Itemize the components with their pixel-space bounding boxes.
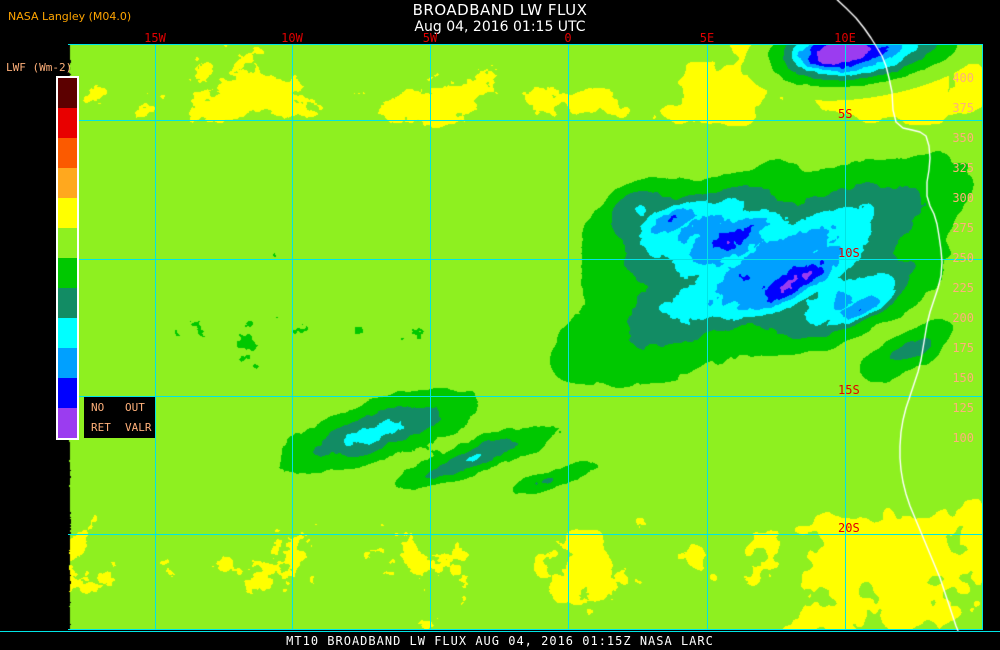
no-retrieval-legend: NO OUT RET VALR [84, 397, 155, 438]
footer-status-bar: MT10 BROADBAND LW FLUX AUG 04, 2016 01:1… [0, 634, 1000, 648]
colorbar-tick-250: 250 [952, 251, 974, 265]
colorbar-tick-200: 200 [952, 311, 974, 325]
ret-label: RET [91, 421, 111, 434]
colorbar-band-10 [58, 378, 77, 408]
lat-label-15S: 15S [838, 383, 860, 397]
lat-label-5S: 5S [838, 107, 852, 121]
colorbar-tick-275: 275 [952, 221, 974, 235]
colorbar-band-6 [58, 258, 77, 288]
colorbar-band-2 [58, 138, 77, 168]
valr-label: VALR [125, 421, 152, 434]
gridline-lon-0 [568, 44, 569, 630]
gridline-lon-5W [430, 44, 431, 630]
map-panel[interactable] [68, 44, 983, 630]
colorbar-band-0 [58, 78, 77, 108]
lon-label-0: 0 [564, 31, 571, 45]
lon-label-5W: 5W [423, 31, 437, 45]
colorbar-tick-125: 125 [952, 401, 974, 415]
page-title: BROADBAND LW FLUX [0, 1, 1000, 19]
gridline-lon-5E [707, 44, 708, 630]
colorbar-band-7 [58, 288, 77, 318]
lon-label-10E: 10E [834, 31, 856, 45]
colorbar-tick-300: 300 [952, 191, 974, 205]
colorbar-tick-225: 225 [952, 281, 974, 295]
colorbar-band-4 [58, 198, 77, 228]
gridline-lon-10W [292, 44, 293, 630]
colorbar-tick-100: 100 [952, 431, 974, 445]
satellite-image-viewer: NASA Langley (M04.0) BROADBAND LW FLUX A… [0, 0, 1000, 650]
out-label: OUT [125, 401, 145, 414]
colorbar-tick-375: 375 [952, 101, 974, 115]
lat-label-10S: 10S [838, 246, 860, 260]
lon-label-10W: 10W [281, 31, 303, 45]
lon-label-15W: 15W [144, 31, 166, 45]
colorbar-tick-325: 325 [952, 161, 974, 175]
colorbar-band-1 [58, 108, 77, 138]
lon-label-5E: 5E [700, 31, 714, 45]
colorbar-title: LWF (Wm-2) [6, 61, 72, 74]
map-border-right [982, 44, 983, 630]
colorbar-tick-400: 400 [952, 71, 974, 85]
gridline-lon-15W [155, 44, 156, 630]
colorbar-tick-150: 150 [952, 371, 974, 385]
gridline-lon-10E [845, 44, 846, 630]
colorbar-band-9 [58, 348, 77, 378]
map-border-bottom [68, 629, 983, 630]
colorbar-tick-350: 350 [952, 131, 974, 145]
lat-label-20S: 20S [838, 521, 860, 535]
no-label: NO [91, 401, 104, 414]
colorbar-band-3 [58, 168, 77, 198]
colorbar-band-8 [58, 318, 77, 348]
footer-divider [0, 631, 1000, 632]
colorbar-tick-175: 175 [952, 341, 974, 355]
colorbar-band-5 [58, 228, 77, 258]
colorbar-band-11 [58, 408, 77, 438]
colorbar[interactable] [56, 76, 79, 440]
